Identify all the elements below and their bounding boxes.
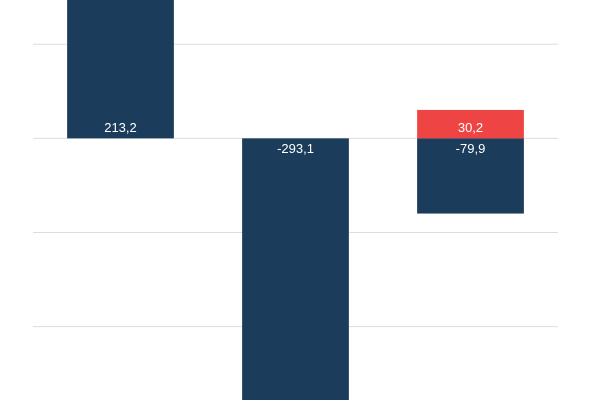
data-label: 213,2 [104, 120, 137, 135]
bar [417, 109, 524, 139]
bar [242, 138, 349, 400]
data-label: -293,1 [277, 141, 314, 156]
data-label: 30,2 [458, 120, 483, 135]
data-label: -79,9 [456, 141, 486, 156]
bar [67, 0, 174, 139]
bar [417, 138, 524, 214]
